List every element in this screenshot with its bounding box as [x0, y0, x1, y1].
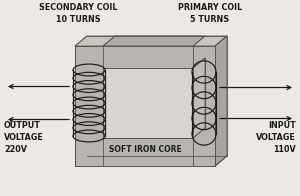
Text: INPUT
VOLTAGE
110V: INPUT VOLTAGE 110V [256, 121, 296, 154]
Polygon shape [103, 36, 205, 46]
Text: OUTPUT
VOLTAGE
220V: OUTPUT VOLTAGE 220V [4, 121, 44, 154]
Polygon shape [75, 36, 227, 46]
Polygon shape [193, 58, 205, 138]
Polygon shape [75, 138, 215, 166]
Polygon shape [75, 46, 215, 68]
Polygon shape [103, 68, 193, 138]
Polygon shape [75, 46, 103, 166]
Text: SECONDARY COIL
10 TURNS: SECONDARY COIL 10 TURNS [39, 3, 117, 24]
Polygon shape [75, 156, 227, 166]
Polygon shape [193, 46, 215, 166]
Text: SOFT IRON CORE: SOFT IRON CORE [109, 145, 182, 154]
Polygon shape [215, 36, 227, 166]
Text: PRIMARY COIL
5 TURNS: PRIMARY COIL 5 TURNS [178, 3, 242, 24]
